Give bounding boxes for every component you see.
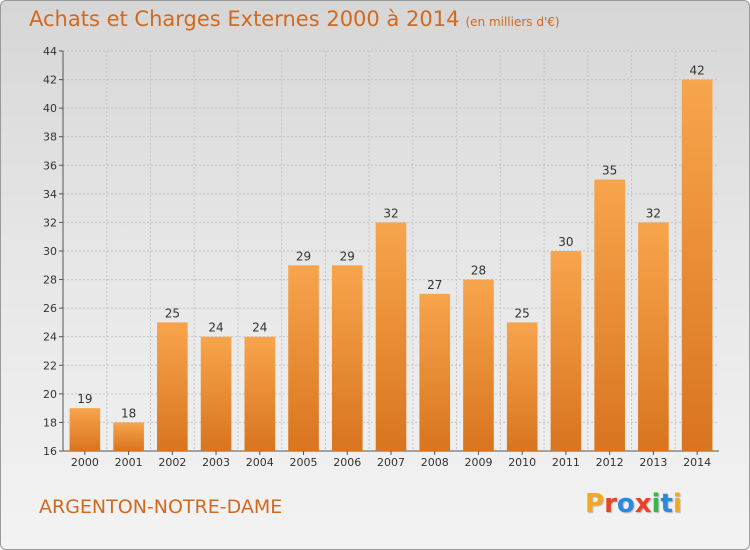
bar-2006	[331, 265, 363, 451]
x-tick-label-2001: 2001	[115, 456, 143, 469]
x-tick-label-2004: 2004	[246, 456, 274, 469]
bar-2011	[550, 251, 582, 451]
data-label-2003: 24	[208, 321, 223, 335]
bar-2004	[244, 336, 276, 451]
bar-2009	[463, 279, 494, 451]
x-tick-label-2003: 2003	[202, 456, 230, 469]
x-tick-label-2006: 2006	[333, 456, 361, 469]
city-name: ARGENTON-NOTRE-DAME	[39, 496, 283, 518]
bar-2013	[638, 222, 669, 451]
proxiti-logo: Proxiti	[585, 489, 682, 519]
data-labels: 19 18 25 24 24 29 29 32 27 28 25 30 35 32 42	[77, 64, 705, 421]
x-tick-label-2010: 2010	[508, 456, 536, 469]
data-label-2010: 25	[515, 306, 530, 320]
data-label-2001: 18	[121, 406, 136, 420]
chart-title: Achats et Charges Externes 2000 à 2014 (e…	[29, 7, 560, 31]
logo-letter: i	[672, 489, 682, 519]
bar-2000	[69, 408, 101, 451]
data-label-2007: 32	[383, 206, 398, 220]
y-tick-label: 18	[43, 416, 57, 429]
data-label-2000: 19	[77, 392, 92, 406]
logo-letter: o	[616, 489, 635, 519]
x-tick-label-2002: 2002	[158, 456, 186, 469]
y-tick-label: 30	[43, 245, 57, 258]
bar-2007	[375, 222, 407, 451]
y-tick-label: 44	[43, 45, 57, 58]
data-label-2004: 24	[252, 321, 267, 335]
chart-subtitle: (en milliers d'€)	[465, 15, 560, 29]
y-tick-label: 34	[43, 188, 57, 201]
chart-title-text: Achats et Charges Externes 2000 à 2014	[29, 7, 460, 31]
data-label-2005: 29	[296, 249, 311, 263]
y-tick-label: 16	[43, 445, 57, 458]
data-label-2006: 29	[340, 249, 355, 263]
data-label-2009: 28	[471, 264, 486, 278]
y-tick-label: 42	[43, 74, 57, 87]
bar-2003	[200, 336, 232, 451]
x-tick-label-2009: 2009	[464, 456, 492, 469]
bar-2008	[419, 293, 451, 451]
x-tick-label-2008: 2008	[421, 456, 449, 469]
bar-2012	[594, 179, 625, 452]
x-tick-label-2012: 2012	[596, 456, 624, 469]
bar-2010	[506, 322, 538, 451]
y-tick-label: 40	[43, 102, 57, 115]
bar-2002	[157, 322, 188, 451]
x-tick-label-2000: 2000	[71, 456, 99, 469]
data-label-2012: 35	[602, 164, 617, 178]
data-label-2014: 42	[689, 64, 704, 78]
logo-letter: i	[651, 489, 661, 519]
bar-2014	[681, 79, 713, 452]
bars	[69, 79, 713, 452]
y-tick-label: 24	[43, 331, 57, 344]
x-tick-label-2014: 2014	[683, 456, 711, 469]
logo-letter: r	[604, 489, 617, 519]
logo-letter: P	[585, 489, 605, 519]
y-tick-label: 20	[43, 388, 57, 401]
y-tick-label: 28	[43, 274, 57, 287]
y-tick-label: 26	[43, 302, 57, 315]
x-tick-label-2007: 2007	[377, 456, 405, 469]
logo-letter: x	[634, 489, 652, 519]
x-tick-label-2005: 2005	[290, 456, 318, 469]
data-label-2008: 27	[427, 278, 442, 292]
y-tick-label: 38	[43, 131, 57, 144]
bar-2001	[113, 422, 144, 451]
data-label-2002: 25	[165, 306, 180, 320]
data-label-2013: 32	[646, 206, 661, 220]
x-tick-label-2011: 2011	[552, 456, 580, 469]
x-tick-label-2013: 2013	[639, 456, 667, 469]
bar-2005	[288, 265, 319, 451]
data-label-2011: 30	[558, 235, 573, 249]
logo-letter: t	[660, 489, 673, 519]
y-tick-label: 36	[43, 159, 57, 172]
y-tick-label: 22	[43, 359, 57, 372]
y-tick-label: 32	[43, 216, 57, 229]
